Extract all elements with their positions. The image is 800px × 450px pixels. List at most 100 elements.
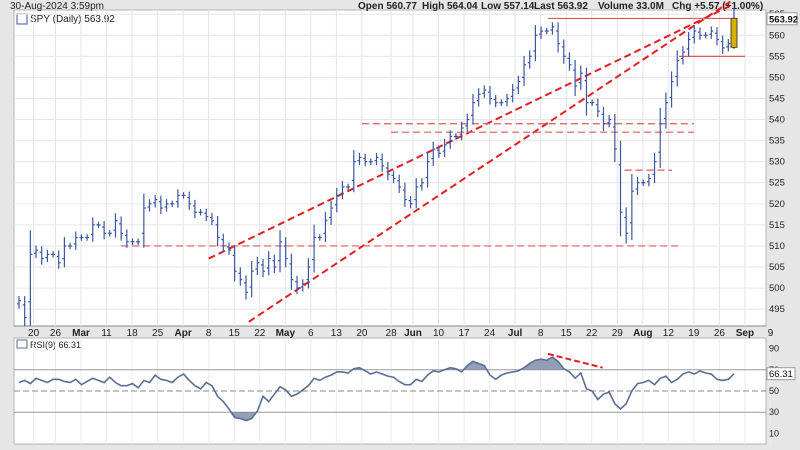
ohlc-bar <box>669 71 674 108</box>
x-tick-label: 9 <box>768 328 774 339</box>
ohlc-bar <box>204 208 209 222</box>
ohlc-bar <box>516 75 521 94</box>
x-tick-label: 20 <box>28 328 40 339</box>
ohlc-bar <box>510 84 515 103</box>
ohlc-bar <box>726 39 731 52</box>
ohlc-bar <box>692 25 697 44</box>
ohlc-bar <box>62 237 67 268</box>
ohlc-bar <box>561 39 566 64</box>
ohlc-bar <box>51 251 56 258</box>
ohlc-bar <box>192 199 197 219</box>
x-tick-label: 20 <box>356 328 368 339</box>
ohlc-bar <box>153 194 158 208</box>
header-low: Low 557.14 <box>481 1 535 12</box>
ohlc-bar <box>278 230 283 273</box>
price-legend: SPY (Daily) 563.92 <box>16 13 115 25</box>
rsi-y-tick: 50 <box>769 386 779 396</box>
ohlc-bar <box>85 234 90 241</box>
ohlc-bar <box>408 196 413 209</box>
ohlc-bar <box>221 233 226 252</box>
ohlc-bar <box>68 242 73 250</box>
ohlc-bar <box>232 245 237 282</box>
header-open: Open 560.77 <box>358 1 417 12</box>
ohlc-bar <box>261 258 266 278</box>
price-panel <box>13 9 767 327</box>
ohlc-bar <box>289 253 294 290</box>
ohlc-bar <box>533 25 538 62</box>
ohlc-bar <box>646 173 651 187</box>
ohlc-bar <box>544 27 549 35</box>
rsi-y-tick: 90 <box>769 344 779 354</box>
ohlc-bar <box>584 67 589 116</box>
y-tick-label: 520 <box>769 199 785 210</box>
ohlc-bar <box>295 275 300 295</box>
x-tick-label: 10 <box>433 328 445 339</box>
rsi-overbought-fill <box>352 357 566 370</box>
ohlc-bar <box>675 50 680 87</box>
ohlc-bar <box>45 249 50 263</box>
ohlc-bar <box>312 224 317 273</box>
ohlc-bar <box>720 35 725 54</box>
x-tick-label: 11 <box>101 328 112 339</box>
ohlc-bar <box>323 211 328 243</box>
x-tick-label: 8 <box>538 328 544 339</box>
y-tick-label: 545 <box>769 93 785 104</box>
ohlc-bar <box>709 26 714 39</box>
header-volume: Volume 33.0M <box>598 1 664 12</box>
x-tick-label: Apr <box>175 328 192 339</box>
ohlc-bar <box>164 199 169 212</box>
header-high: High 564.04 <box>422 1 478 12</box>
y-tick-label: 525 <box>769 178 785 189</box>
ohlc-bar <box>618 140 623 237</box>
ohlc-bar <box>215 216 220 247</box>
x-tick-label: 24 <box>484 328 496 339</box>
rsi-legend-icon <box>16 339 28 349</box>
ohlc-bar <box>22 296 27 327</box>
x-tick-label: 8 <box>206 328 212 339</box>
ohlc-bar <box>346 183 351 191</box>
header-date: 30-Aug-2024 3:59pm <box>10 1 104 12</box>
ohlc-bar <box>272 254 277 274</box>
ohlc-bar <box>573 59 578 97</box>
ohlc-bar <box>550 22 555 35</box>
rsi-divergence-line <box>547 352 603 369</box>
rsi-legend: RSI(9) 66.31 <box>16 339 81 350</box>
ohlc-bar <box>90 217 95 242</box>
ohlc-bar <box>505 93 510 107</box>
ohlc-bar <box>595 98 600 118</box>
rsi-line <box>18 356 735 422</box>
ohlc-bar <box>209 212 214 226</box>
rsi-value-tag: 66.31 <box>769 369 793 380</box>
y-tick-label: 495 <box>769 304 785 315</box>
ohlc-bar <box>612 113 617 163</box>
ohlc-bar <box>442 138 447 158</box>
ohlc-bar <box>448 130 453 149</box>
legend-label: SPY (Daily) 563.92 <box>30 14 115 25</box>
ohlc-bar <box>340 180 345 200</box>
ohlc-bar <box>329 200 334 225</box>
ohlc-bar <box>487 86 492 105</box>
x-tick-label: Jun <box>404 328 422 339</box>
ohlc-bar <box>459 121 464 141</box>
ohlc-bar <box>663 92 668 129</box>
ohlc-bar <box>17 296 21 309</box>
ohlc-bar <box>522 55 527 87</box>
rsi-value-tag-box <box>766 367 796 381</box>
ohlc-bar <box>147 199 152 212</box>
ohlc-bar <box>34 245 39 258</box>
ohlc-bar <box>113 213 118 238</box>
ohlc-bar <box>39 246 44 265</box>
ohlc-bar <box>130 238 135 245</box>
x-tick-label: Sep <box>736 328 754 339</box>
ohlc-bar <box>482 85 487 98</box>
x-tick-label: 29 <box>612 328 624 339</box>
ohlc-bar <box>697 27 702 40</box>
legend-bar-icon <box>16 13 28 25</box>
ohlc-bar <box>181 192 186 199</box>
last-price-tag: 563.92 <box>769 14 798 25</box>
ohlc-bar <box>107 230 112 237</box>
ohlc-bar <box>465 113 470 132</box>
y-tick-label: 550 <box>769 72 785 83</box>
ohlc-bar <box>641 179 646 186</box>
x-tick-label: 6 <box>308 328 314 339</box>
